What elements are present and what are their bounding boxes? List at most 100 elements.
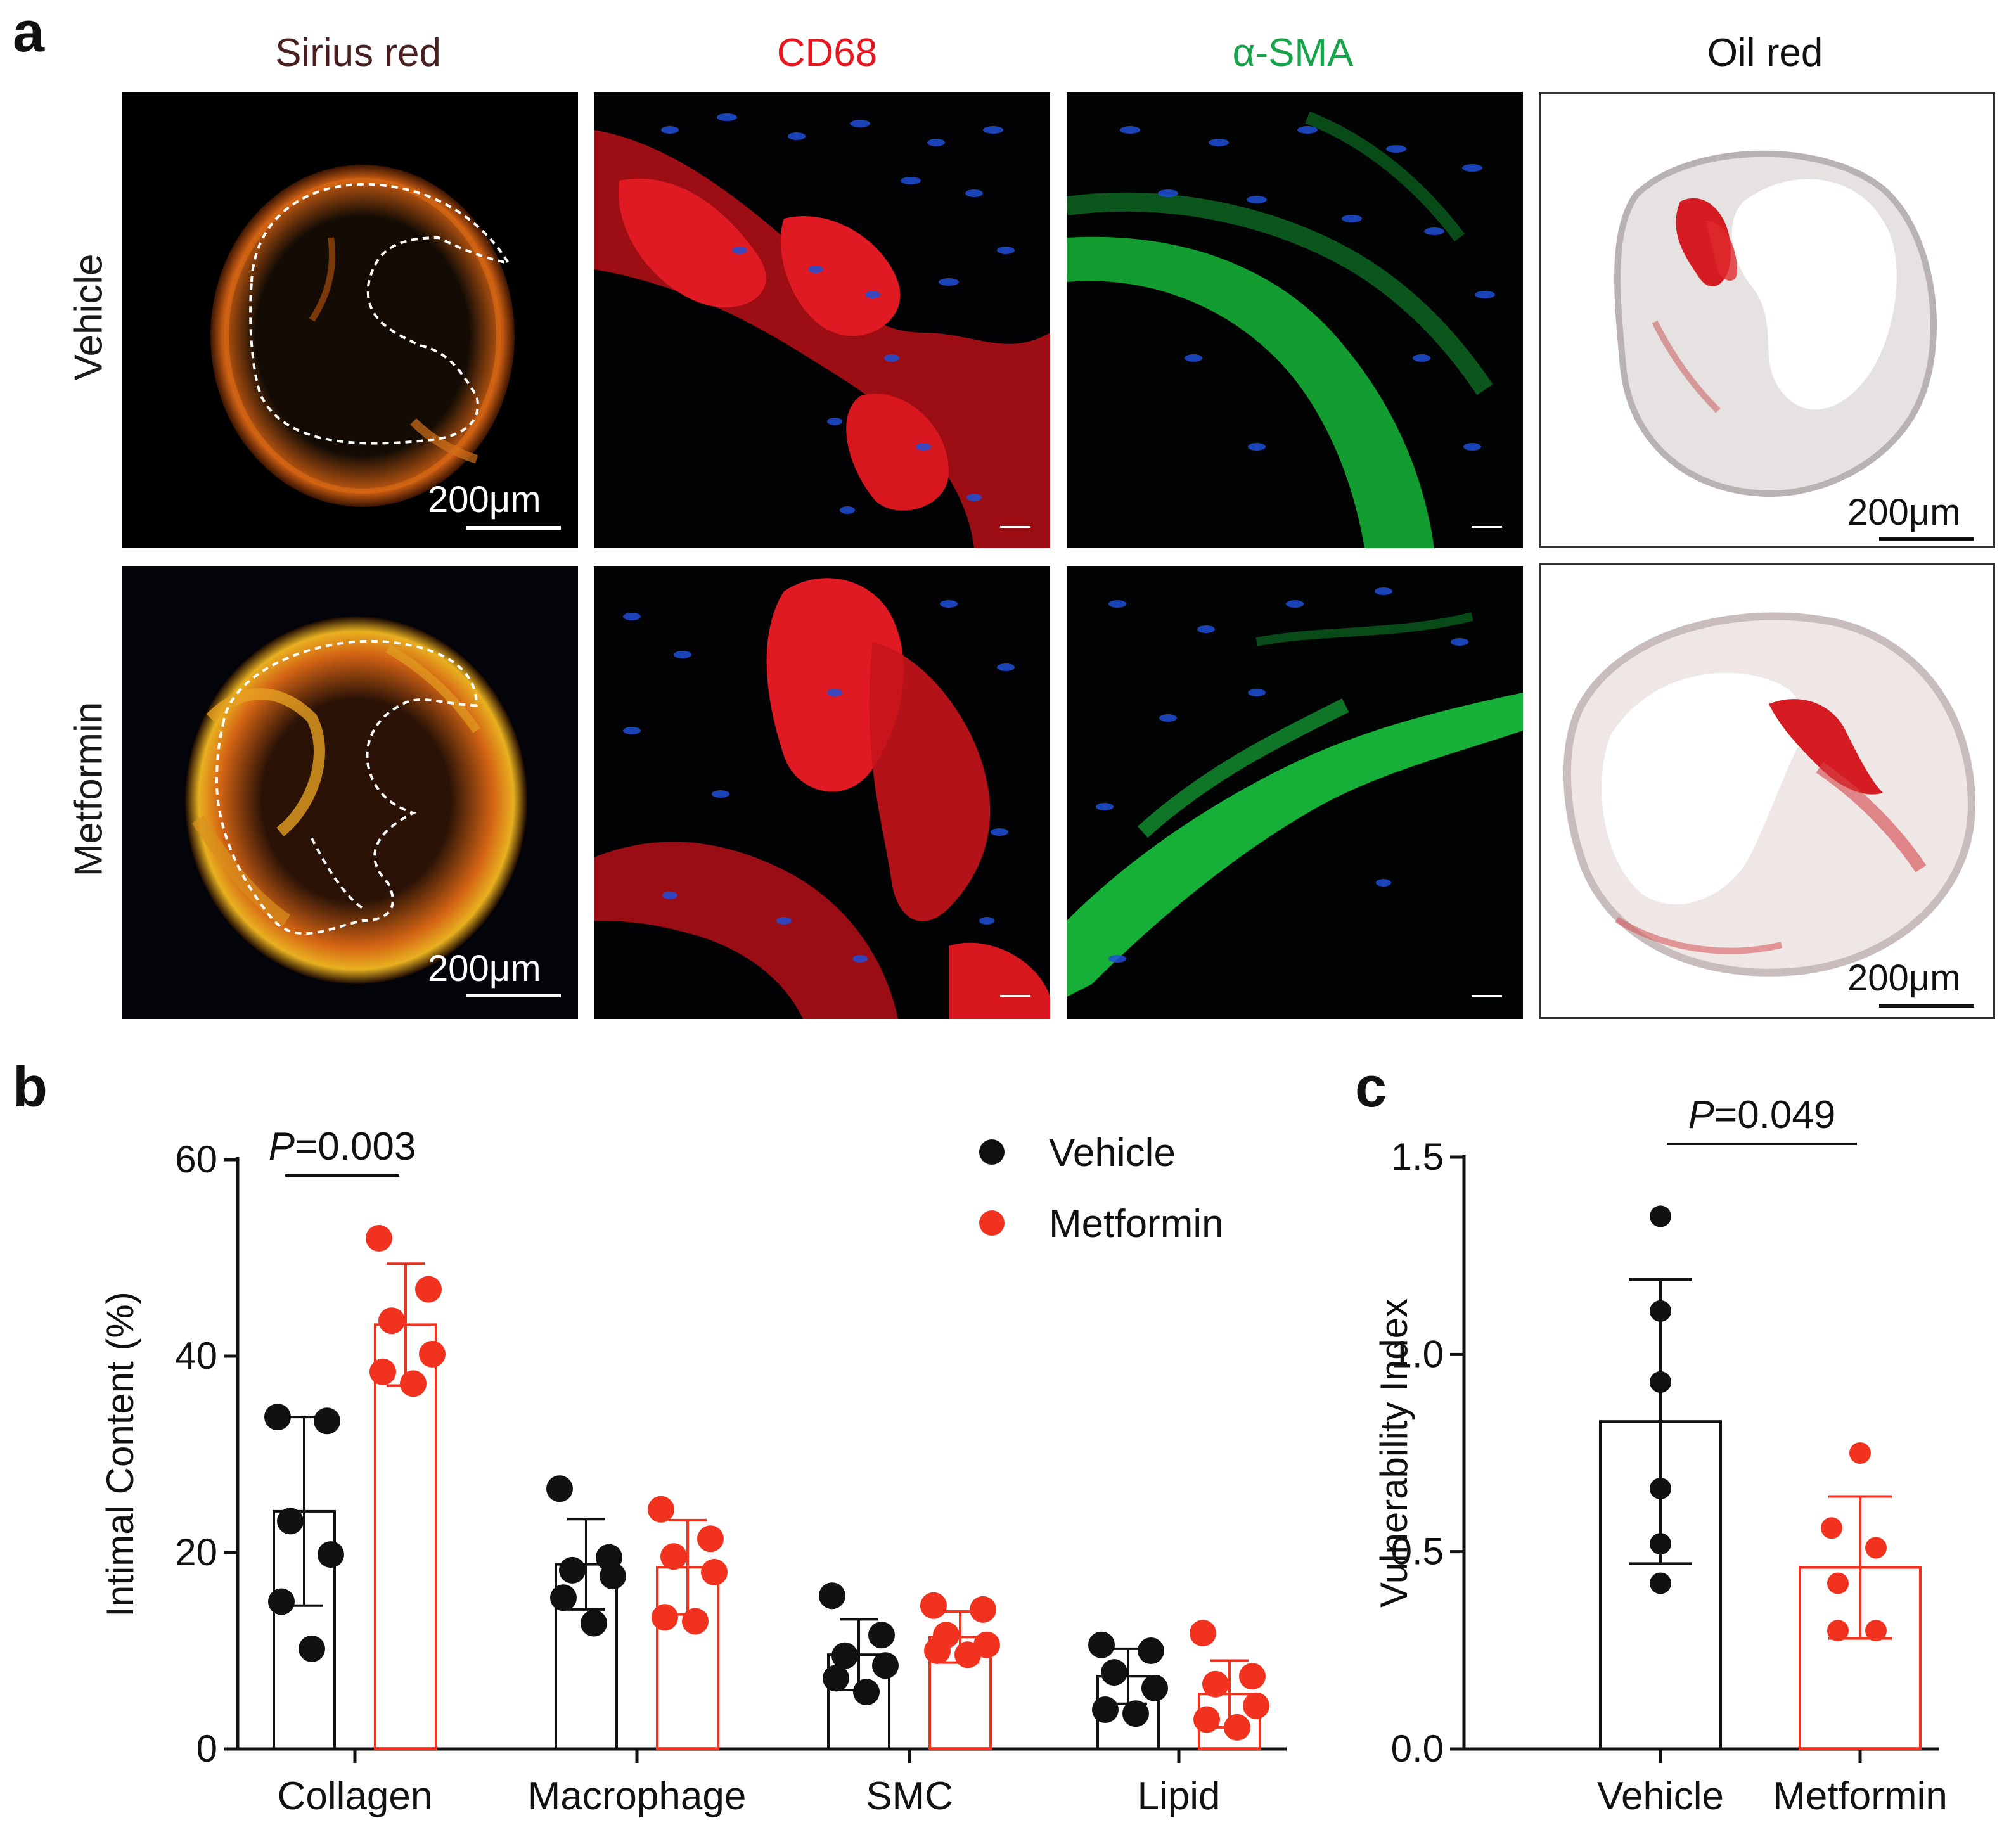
small-scale-bar-cd68-vehicle xyxy=(1000,526,1030,528)
scale-label-oil-metformin: 200μm xyxy=(1847,958,1961,999)
data-point-metformin xyxy=(1190,1620,1216,1647)
data-point-vehicle xyxy=(550,1584,577,1611)
y-tick-label: 0 xyxy=(196,1727,217,1770)
y-tick-label: 60 xyxy=(175,1138,217,1181)
legend-label-vehicle: Vehicle xyxy=(1049,1131,1176,1175)
data-point-metformin xyxy=(701,1559,728,1585)
oil-red-vehicle-image xyxy=(1539,92,1995,548)
data-point-vehicle xyxy=(600,1563,626,1590)
data-point-vehicle xyxy=(1092,1696,1119,1723)
y-tick-label: 1.5 xyxy=(1391,1136,1444,1178)
data-point-metformin xyxy=(970,1596,996,1623)
data-point-metformin xyxy=(1865,1620,1887,1642)
data-point-metformin xyxy=(1827,1620,1849,1642)
data-point-metformin xyxy=(648,1496,674,1523)
small-scale-bar-asma-vehicle xyxy=(1472,526,1502,528)
data-point-vehicle xyxy=(868,1622,895,1649)
sirius-red-vehicle-image xyxy=(122,92,578,548)
data-point-metformin xyxy=(419,1340,446,1368)
data-point-vehicle xyxy=(1650,1205,1671,1227)
legend-marker-vehicle xyxy=(979,1139,1005,1165)
row-title-vehicle: Vehicle xyxy=(67,253,111,381)
scale-label-sirius-vehicle: 200μm xyxy=(428,479,541,520)
data-point-vehicle xyxy=(318,1541,344,1568)
oil-red-metformin-image xyxy=(1539,563,1995,1019)
x-tick-label: Metformin xyxy=(1773,1774,1948,1818)
data-point-vehicle xyxy=(1138,1637,1164,1664)
chart-c: 0.0 0.5 1.0 1.5 Vulnerability Index Vehicle Me… xyxy=(1373,1093,1948,1818)
scale-bar-oil-metformin xyxy=(1879,1004,1974,1008)
data-point-vehicle xyxy=(546,1475,573,1502)
data-point-metformin xyxy=(1202,1670,1229,1698)
y-tick-label: 0.0 xyxy=(1391,1727,1444,1770)
y-tick-label: 20 xyxy=(175,1531,217,1573)
data-point-metformin xyxy=(1849,1442,1871,1464)
legend-marker-metformin xyxy=(979,1210,1005,1236)
data-point-vehicle xyxy=(1650,1478,1671,1500)
data-point-metformin xyxy=(1239,1663,1266,1690)
data-point-metformin xyxy=(1865,1537,1887,1559)
col-title-cd68: CD68 xyxy=(776,31,878,75)
data-point-metformin xyxy=(415,1276,442,1303)
data-point-metformin xyxy=(378,1307,405,1335)
scale-bar-oil-vehicle xyxy=(1879,537,1974,541)
x-tick-label: Lipid xyxy=(1138,1774,1221,1818)
data-point-metformin xyxy=(1827,1572,1849,1594)
data-point-vehicle xyxy=(559,1556,586,1584)
p-value-label: P=0.049 xyxy=(1688,1093,1836,1137)
scale-label-sirius-metformin: 200μm xyxy=(428,948,541,989)
legend-label-metformin: Metformin xyxy=(1049,1202,1224,1246)
data-point-vehicle xyxy=(264,1404,291,1431)
scale-bar-sirius-vehicle xyxy=(466,526,561,530)
asma-vehicle-image xyxy=(1067,92,1523,548)
data-point-vehicle xyxy=(1101,1659,1127,1686)
scale-bar-sirius-metformin xyxy=(466,994,561,997)
data-point-metformin xyxy=(920,1592,947,1619)
panel-c-letter: c xyxy=(1355,1056,1387,1119)
y-tick-label: 1.0 xyxy=(1391,1333,1444,1375)
data-point-vehicle xyxy=(1650,1371,1671,1393)
data-point-metformin xyxy=(369,1358,396,1385)
data-point-metformin xyxy=(1243,1692,1269,1719)
x-tick-label: Collagen xyxy=(278,1774,433,1818)
small-scale-bar-cd68-metformin xyxy=(1000,995,1030,997)
data-point-metformin xyxy=(924,1637,951,1664)
x-tick-label: Vehicle xyxy=(1597,1774,1724,1818)
data-point-vehicle xyxy=(1088,1631,1115,1658)
data-point-metformin xyxy=(366,1225,392,1252)
data-point-metformin xyxy=(660,1543,687,1570)
data-point-vehicle xyxy=(299,1635,325,1662)
asma-metformin-image xyxy=(1067,566,1523,1019)
y-tick-label: 0.5 xyxy=(1391,1530,1444,1573)
data-point-vehicle xyxy=(1650,1533,1671,1555)
data-point-vehicle xyxy=(1650,1572,1671,1594)
data-point-vehicle xyxy=(1141,1674,1168,1701)
row-title-metformin: Metformin xyxy=(67,701,111,877)
sirius-red-metformin-image xyxy=(122,566,578,1019)
col-title-asma: α-SMA xyxy=(1232,31,1354,75)
cd68-metformin-image xyxy=(594,566,1050,1019)
data-point-metformin xyxy=(697,1525,724,1553)
col-title-oil-red: Oil red xyxy=(1707,31,1823,75)
y-tick-label: 40 xyxy=(175,1335,217,1377)
data-point-metformin xyxy=(954,1641,981,1669)
data-point-metformin xyxy=(1193,1706,1220,1733)
data-point-vehicle xyxy=(853,1679,880,1706)
scale-label-oil-vehicle: 200μm xyxy=(1847,492,1961,533)
panel-b-letter: b xyxy=(13,1056,48,1119)
data-point-vehicle xyxy=(277,1508,304,1535)
y-axis-label: Intimal Content (%) xyxy=(99,1291,141,1617)
data-point-metformin xyxy=(1224,1713,1250,1741)
data-point-metformin xyxy=(400,1370,427,1397)
data-point-vehicle xyxy=(268,1588,295,1615)
data-point-metformin xyxy=(1821,1517,1842,1539)
data-point-vehicle xyxy=(314,1407,340,1435)
y-axis-label: Vulnerability Index xyxy=(1373,1298,1415,1608)
x-tick-label: SMC xyxy=(866,1774,953,1818)
data-point-vehicle xyxy=(872,1652,899,1679)
x-tick-label: Macrophage xyxy=(528,1774,747,1818)
data-point-vehicle xyxy=(819,1582,845,1610)
panel-a-letter: a xyxy=(13,1,45,64)
data-point-metformin xyxy=(682,1608,709,1635)
